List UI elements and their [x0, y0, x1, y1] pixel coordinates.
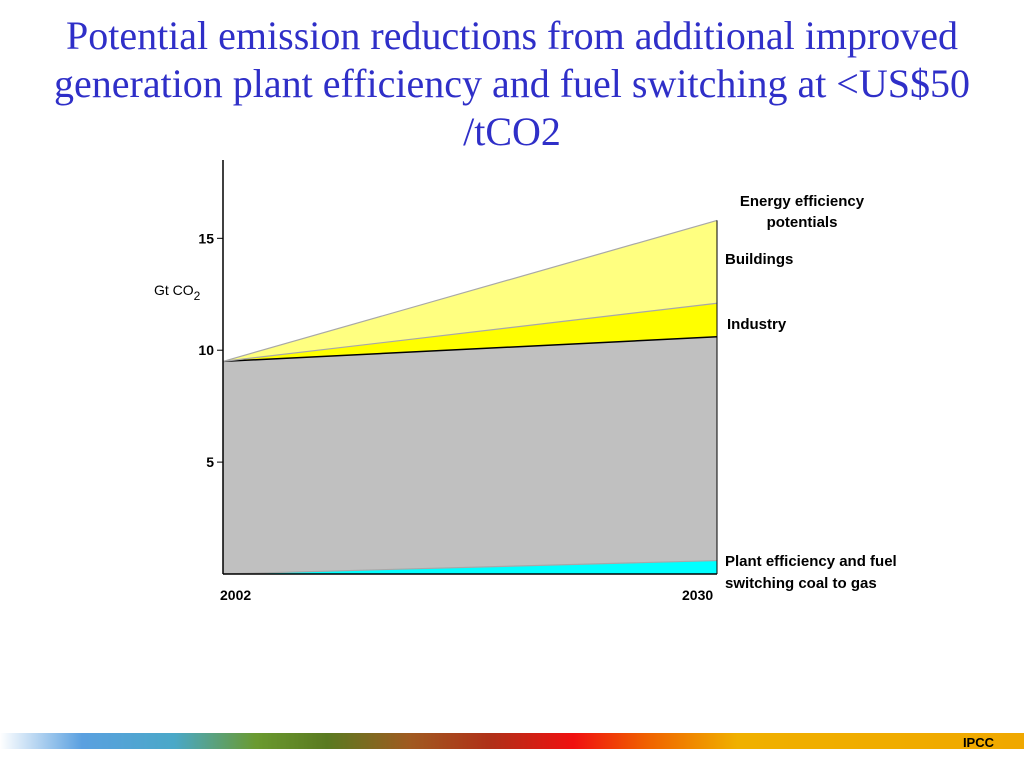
boundary-buildings — [222, 219, 718, 362]
chart-boundaries — [222, 219, 718, 575]
annotation-buildings: Buildings — [725, 251, 793, 268]
boundary-baseline — [222, 336, 718, 363]
area-baseline — [223, 336, 717, 574]
x-tick-label-2002: 2002 — [220, 587, 251, 603]
annotation-plant-line1: Plant efficiency and fuel — [725, 553, 897, 570]
boundary-plant — [222, 559, 718, 575]
annotation-energy-efficiency-line1: Energy efficiency — [740, 193, 865, 210]
y-ticks: 5 10 15 — [198, 230, 223, 470]
chart-areas — [223, 220, 717, 574]
y-axis-label: Gt CO2 — [154, 282, 201, 303]
boundary-industry — [222, 302, 718, 363]
annotation-energy-efficiency-line2: potentials — [767, 214, 838, 231]
annotation-plant-line2: switching coal to gas — [725, 575, 877, 592]
annotation-industry: Industry — [727, 316, 787, 333]
footer-ipcc-label: IPCC — [962, 735, 994, 750]
slide-title: Potential emission reductions from addit… — [54, 13, 970, 154]
y-tick-label-10: 10 — [198, 342, 214, 358]
y-tick-label-5: 5 — [206, 454, 214, 470]
footer-gradient-bar — [0, 733, 1024, 749]
x-tick-label-2030: 2030 — [682, 587, 713, 603]
y-tick-label-15: 15 — [198, 230, 214, 246]
